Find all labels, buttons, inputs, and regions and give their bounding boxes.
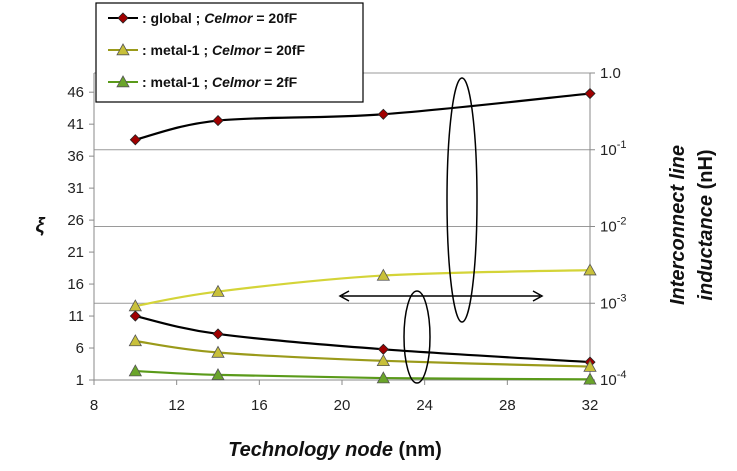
data-point-triangle [583,372,597,385]
right-y-tick-labels: 10-4 10-3 10-2 10-1 1.0 [590,65,626,389]
x-tick-label: 24 [416,397,433,414]
x-tick-labels: 8 12 16 20 24 28 32 [90,380,599,414]
data-point-triangle [211,368,225,381]
series [128,364,597,385]
data-point-triangle [128,334,143,347]
left-y-tick-label: 26 [67,212,84,229]
data-point-triangle [116,75,130,88]
legend-label: : metal-1 ; Celmor = 2fF [142,74,298,90]
data-point-diamond [129,134,141,146]
data-point-diamond [212,328,224,340]
series [128,263,597,312]
x-tick-label: 8 [90,397,98,414]
series-line [135,314,591,364]
data-point-triangle [376,268,391,281]
right-y-axis-title: Interconnect line inductance (nH) [667,145,717,305]
data-point-diamond [377,108,389,120]
series-line [135,269,591,308]
series-line [135,92,591,141]
legend-entry: : metal-1 ; Celmor = 20fF [108,42,305,58]
data-point-triangle [116,43,130,56]
x-tick-label: 20 [334,397,351,414]
left-y-tick-label: 1 [76,372,84,389]
right-y-axis-title-line1: Interconnect line [667,145,689,305]
series-line [135,339,591,368]
right-y-tick-label: 10-1 [600,139,626,159]
data-point-triangle [376,353,391,367]
left-y-tick-label: 16 [67,276,84,293]
x-axis-title-italic: Technology node [228,439,393,461]
right-y-axis-title-italic: inductance [695,195,717,301]
left-y-tick-label: 46 [67,84,84,101]
left-y-tick-label: 21 [67,244,84,261]
x-axis-title-unit: (nm) [393,439,442,461]
right-y-tick-label: 10-3 [600,292,626,312]
right-y-tick-label: 1.0 [600,65,621,82]
right-y-axis-title-line2: inductance (nH) [695,149,717,300]
data-point-triangle [128,364,143,377]
double-arrow [338,290,544,302]
series [128,334,597,372]
data-point-triangle [583,263,597,276]
x-tick-label: 16 [251,397,268,414]
legend-items: : global ; Celmor = 20fF : metal-1 ; Celm… [108,10,305,90]
right-y-tick-label: 10-4 [600,369,626,389]
data-point-diamond [584,87,596,100]
x-tick-label: 32 [582,397,599,414]
x-axis-title: Technology node (nm) [228,439,442,461]
data-point-triangle [376,371,391,384]
data-point-diamond [117,12,129,24]
right-axis-group-ellipse [446,77,478,323]
right-y-tick-label: 10-2 [600,216,626,236]
data-point-triangle [211,284,225,297]
left-y-tick-label: 11 [68,308,84,325]
right-y-axis-title-unit: (nH) [695,149,717,195]
legend-box [95,2,364,103]
x-tick-label: 28 [499,397,516,414]
series-line [135,369,591,381]
series-group [128,87,597,385]
legend-entry: : metal-1 ; Celmor = 2fF [108,74,298,90]
left-y-axis-title: ξ [36,215,46,237]
legend-label: : metal-1 ; Celmor = 20fF [142,42,305,58]
x-tick-label: 12 [168,397,185,414]
data-point-diamond [129,310,141,322]
left-axis-group-ellipse [403,290,431,384]
legend-entry: : global ; Celmor = 20fF [108,10,298,26]
data-point-triangle [211,345,225,358]
left-y-tick-label: 6 [76,340,84,357]
data-point-triangle [583,359,597,372]
left-y-tick-label: 31 [67,180,84,197]
legend-label: : global ; Celmor = 20fF [142,10,298,26]
data-point-diamond [212,115,224,127]
series [129,87,596,146]
legend: : global ; Celmor = 20fF : metal-1 ; Celm… [95,2,364,103]
left-y-tick-label: 36 [67,148,84,165]
left-y-tick-label: 41 [67,116,84,133]
